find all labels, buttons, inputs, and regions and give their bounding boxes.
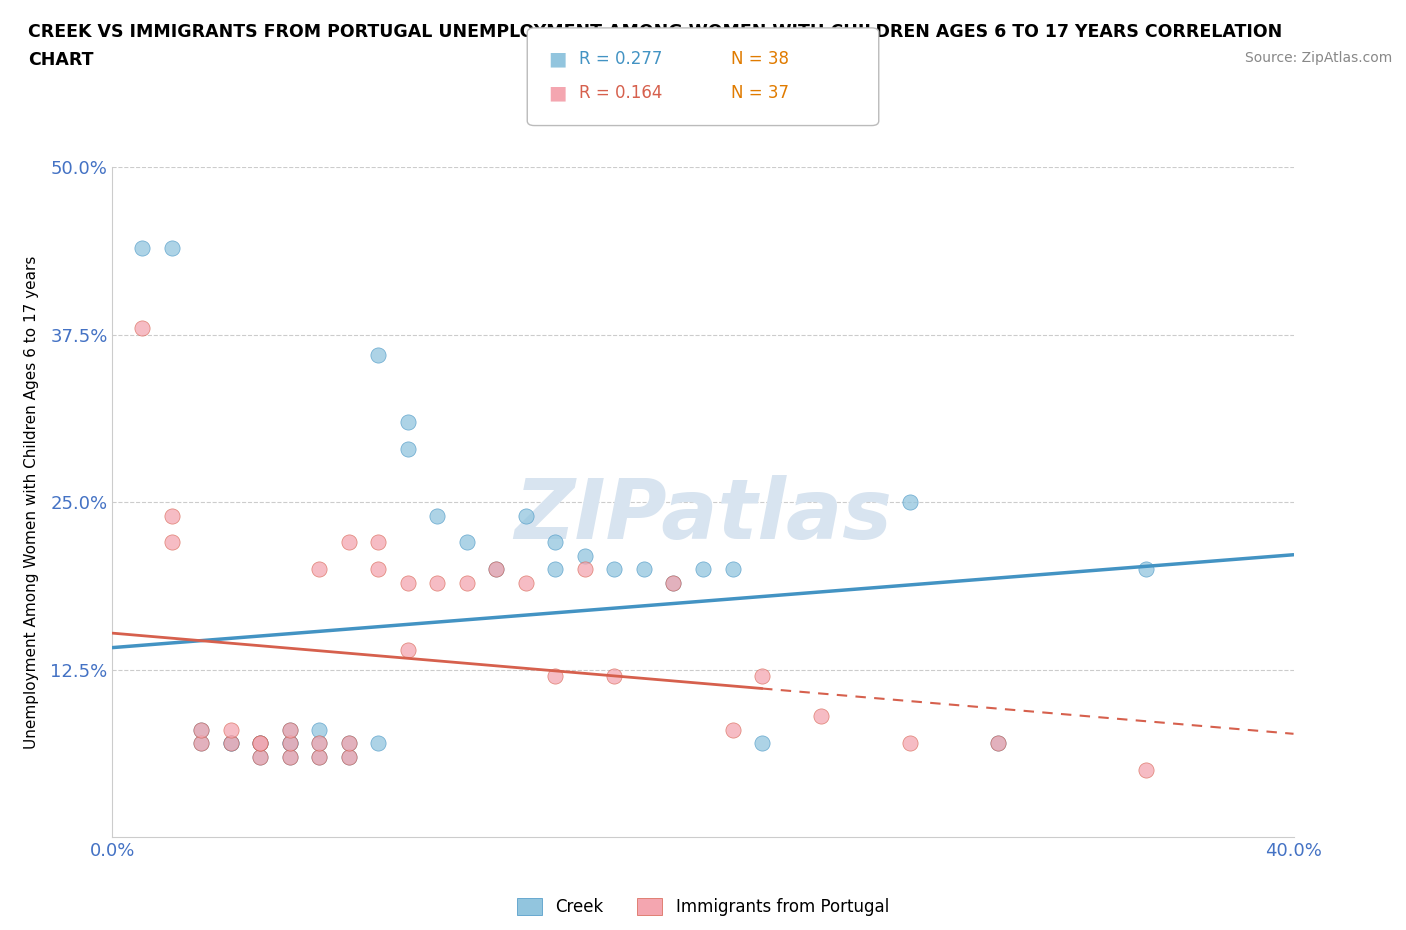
Point <box>337 535 360 550</box>
Point <box>278 736 301 751</box>
Point <box>160 240 183 255</box>
Point <box>337 736 360 751</box>
Text: R = 0.277: R = 0.277 <box>579 49 662 68</box>
Point <box>278 723 301 737</box>
Y-axis label: Unemployment Among Women with Children Ages 6 to 17 years: Unemployment Among Women with Children A… <box>24 256 39 749</box>
Point <box>308 562 330 577</box>
Text: CHART: CHART <box>28 51 94 69</box>
Point <box>190 723 212 737</box>
Point <box>396 441 419 456</box>
Point <box>367 736 389 751</box>
Point <box>396 575 419 590</box>
Point <box>751 736 773 751</box>
Point <box>485 562 508 577</box>
Point <box>1135 763 1157 777</box>
Point <box>721 562 744 577</box>
Text: N = 38: N = 38 <box>731 49 789 68</box>
Point <box>190 736 212 751</box>
Point <box>987 736 1010 751</box>
Point <box>308 750 330 764</box>
Point <box>898 495 921 510</box>
Point <box>396 642 419 657</box>
Point <box>485 562 508 577</box>
Point <box>692 562 714 577</box>
Point <box>219 736 242 751</box>
Point <box>515 508 537 523</box>
Text: CREEK VS IMMIGRANTS FROM PORTUGAL UNEMPLOYMENT AMONG WOMEN WITH CHILDREN AGES 6 : CREEK VS IMMIGRANTS FROM PORTUGAL UNEMPL… <box>28 23 1282 41</box>
Point <box>160 508 183 523</box>
Point <box>278 736 301 751</box>
Point <box>574 562 596 577</box>
Text: ■: ■ <box>548 84 567 102</box>
Point <box>367 562 389 577</box>
Point <box>396 415 419 430</box>
Text: N = 37: N = 37 <box>731 84 789 102</box>
Point <box>633 562 655 577</box>
Point <box>544 535 567 550</box>
Point <box>810 709 832 724</box>
Point <box>249 736 271 751</box>
Point <box>249 750 271 764</box>
Point <box>515 575 537 590</box>
Point <box>337 750 360 764</box>
Point <box>278 750 301 764</box>
Point <box>426 508 449 523</box>
Point <box>456 575 478 590</box>
Text: R = 0.164: R = 0.164 <box>579 84 662 102</box>
Point <box>662 575 685 590</box>
Legend: Creek, Immigrants from Portugal: Creek, Immigrants from Portugal <box>517 897 889 916</box>
Point <box>308 736 330 751</box>
Point <box>160 535 183 550</box>
Point <box>426 575 449 590</box>
Point <box>249 736 271 751</box>
Point <box>249 736 271 751</box>
Point <box>131 321 153 336</box>
Point <box>308 750 330 764</box>
Text: Source: ZipAtlas.com: Source: ZipAtlas.com <box>1244 51 1392 65</box>
Point <box>190 736 212 751</box>
Point <box>278 750 301 764</box>
Point <box>367 348 389 363</box>
Point <box>574 549 596 564</box>
Point <box>544 562 567 577</box>
Point <box>337 750 360 764</box>
Point <box>603 562 626 577</box>
Text: ■: ■ <box>548 49 567 68</box>
Point <box>603 669 626 684</box>
Point <box>721 723 744 737</box>
Point <box>278 723 301 737</box>
Point <box>367 535 389 550</box>
Point <box>1135 562 1157 577</box>
Point <box>544 669 567 684</box>
Point <box>249 750 271 764</box>
Point <box>662 575 685 590</box>
Point <box>190 723 212 737</box>
Point <box>308 723 330 737</box>
Point <box>278 736 301 751</box>
Point <box>131 240 153 255</box>
Point <box>219 736 242 751</box>
Point <box>308 736 330 751</box>
Point <box>456 535 478 550</box>
Point <box>219 723 242 737</box>
Point <box>249 736 271 751</box>
Point <box>751 669 773 684</box>
Point <box>898 736 921 751</box>
Point <box>219 736 242 751</box>
Text: ZIPatlas: ZIPatlas <box>515 475 891 556</box>
Point <box>987 736 1010 751</box>
Point <box>337 736 360 751</box>
